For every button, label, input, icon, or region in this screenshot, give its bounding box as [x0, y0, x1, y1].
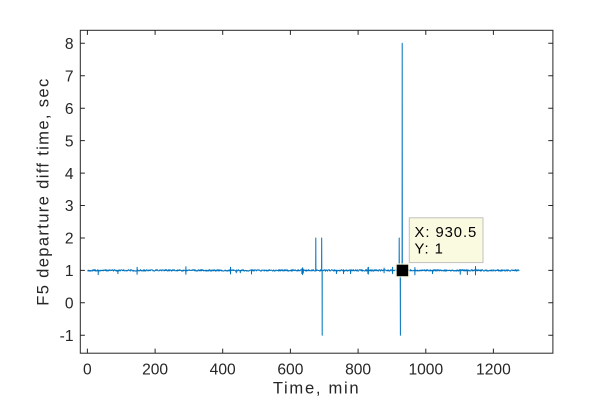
svg-text:1: 1	[65, 263, 74, 280]
svg-text:7: 7	[65, 69, 74, 86]
svg-text:Y: 1: Y: 1	[415, 242, 444, 258]
svg-text:5: 5	[65, 133, 74, 150]
svg-text:6: 6	[65, 101, 74, 118]
svg-text:8: 8	[65, 36, 74, 53]
svg-text:400: 400	[210, 362, 236, 379]
svg-text:3: 3	[65, 198, 74, 215]
svg-text:2: 2	[65, 231, 74, 248]
svg-text:200: 200	[142, 362, 168, 379]
svg-text:0: 0	[83, 362, 92, 379]
svg-text:X: 930.5: X: 930.5	[415, 225, 478, 241]
svg-text:F5 departure diff time, sec: F5 departure diff time, sec	[34, 77, 53, 305]
svg-text:4: 4	[65, 166, 74, 183]
svg-text:800: 800	[345, 362, 371, 379]
svg-text:-1: -1	[60, 328, 74, 345]
svg-text:0: 0	[65, 296, 74, 313]
svg-text:Time, min: Time, min	[273, 379, 361, 398]
svg-text:1200: 1200	[476, 362, 511, 379]
svg-text:600: 600	[277, 362, 303, 379]
svg-text:1000: 1000	[408, 362, 443, 379]
